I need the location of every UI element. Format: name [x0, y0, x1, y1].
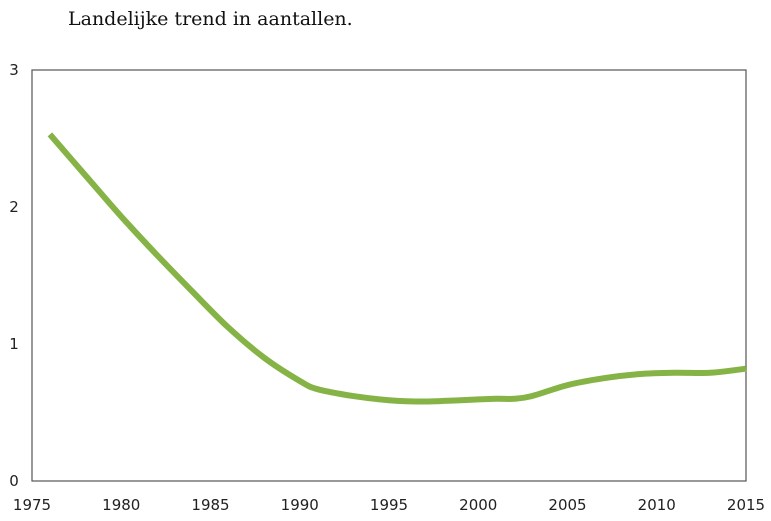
- x-tick-label: 1990: [281, 496, 319, 514]
- y-tick-label: 3: [9, 61, 19, 79]
- x-tick-label: 1975: [13, 496, 51, 514]
- y-tick-label: 2: [9, 198, 19, 216]
- x-tick-label: 2015: [727, 496, 765, 514]
- trend-line: [47, 132, 747, 405]
- chart-title: Landelijke trend in aantallen.: [68, 8, 353, 30]
- x-tick-label: 2005: [548, 496, 586, 514]
- x-tick-label: 1985: [191, 496, 229, 514]
- x-tick-label: 2000: [459, 496, 497, 514]
- y-tick-label: 1: [9, 335, 19, 353]
- y-tick-label: 0: [9, 472, 19, 490]
- plot-area-frame: [31, 69, 747, 482]
- x-tick-label: 1995: [370, 496, 408, 514]
- x-tick-label: 2010: [638, 496, 676, 514]
- x-tick-label: 1980: [102, 496, 140, 514]
